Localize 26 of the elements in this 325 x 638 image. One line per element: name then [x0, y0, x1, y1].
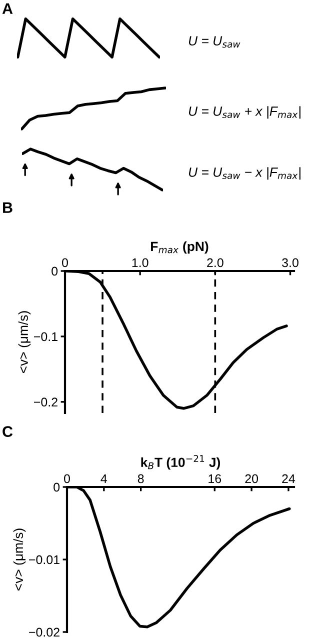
y-tick-label: −0.1 — [34, 332, 58, 342]
y-tick-label: 0 — [54, 482, 60, 492]
y-axis-title: <v> (μm/s) — [13, 528, 26, 591]
chart-title: B — [3, 202, 12, 213]
text: U = U$_{saw}$ + x |F$_{max}$| — [188, 106, 300, 119]
y-tick-label: 0 — [52, 266, 58, 276]
x-tick-label: 20 — [245, 474, 258, 484]
x-tick-label: 24 — [282, 474, 296, 484]
y-axis-title: <v> (μm/s) — [18, 311, 31, 374]
x-tick-label: 2.0 — [207, 258, 224, 268]
text: U = U$_{saw}$ — [188, 36, 240, 48]
x-axis-title: F$_{max}$ (pN) — [151, 241, 208, 254]
x-axis-title: k$_{B}$T (10$^{−21}$ J) — [141, 455, 220, 470]
x-tick-label: 1.0 — [132, 258, 148, 268]
x-tick-label: 16 — [208, 474, 222, 484]
y-tick-label: −0.01 — [29, 555, 60, 564]
x-tick-label: 0 — [62, 258, 68, 268]
y-tick-label: −0.2 — [34, 398, 58, 407]
chart-title: A — [2, 3, 13, 14]
y-tick-label: −0.02 — [29, 628, 60, 637]
x-tick-label: 0 — [64, 474, 70, 484]
x-tick-label: 8 — [138, 474, 144, 484]
text: U = U$_{saw}$ − x |F$_{max}$| — [188, 167, 300, 180]
x-tick-label: 4 — [100, 474, 108, 484]
chart-title: C — [2, 426, 13, 437]
x-tick-label: 3.0 — [282, 258, 298, 268]
